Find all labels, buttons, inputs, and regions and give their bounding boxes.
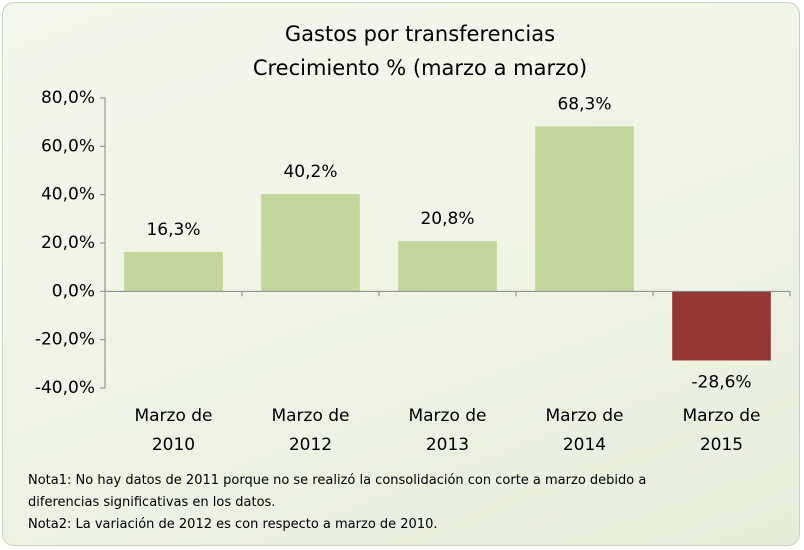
bar bbox=[261, 194, 360, 292]
bar bbox=[124, 251, 223, 292]
data-label: 16,3% bbox=[146, 220, 200, 240]
data-label: -28,6% bbox=[691, 372, 751, 392]
x-tick-label: Marzo de 2014 bbox=[545, 406, 624, 455]
annotation: Nota2: La variación de 2012 es con respe… bbox=[28, 517, 438, 532]
chart-title: Gastos por transferencias bbox=[285, 22, 555, 46]
bar bbox=[672, 291, 771, 361]
x-tick-label: Marzo de 2010 bbox=[134, 406, 213, 455]
annotation: Nota1: No hay datos de 2011 porque no se… bbox=[28, 473, 647, 510]
y-tick-label: 20,0% bbox=[41, 233, 95, 253]
data-label: 68,3% bbox=[557, 94, 611, 114]
chart-subtitle: Crecimiento % (marzo a marzo) bbox=[253, 56, 587, 80]
data-label: 40,2% bbox=[283, 162, 337, 182]
bar bbox=[535, 126, 634, 292]
x-tick-label: Marzo de 2015 bbox=[682, 406, 761, 455]
x-tick-label: Marzo de 2013 bbox=[408, 406, 487, 455]
y-tick-label: 0,0% bbox=[52, 281, 95, 301]
y-tick-label: 80,0% bbox=[41, 88, 95, 108]
x-tick-label: Marzo de 2012 bbox=[271, 406, 350, 455]
data-label: 20,8% bbox=[420, 209, 474, 229]
y-tick-label: -20,0% bbox=[35, 330, 95, 350]
bar bbox=[398, 241, 497, 292]
y-tick-label: -40,0% bbox=[35, 378, 95, 398]
y-tick-label: 40,0% bbox=[41, 185, 95, 205]
y-tick-label: 60,0% bbox=[41, 136, 95, 156]
